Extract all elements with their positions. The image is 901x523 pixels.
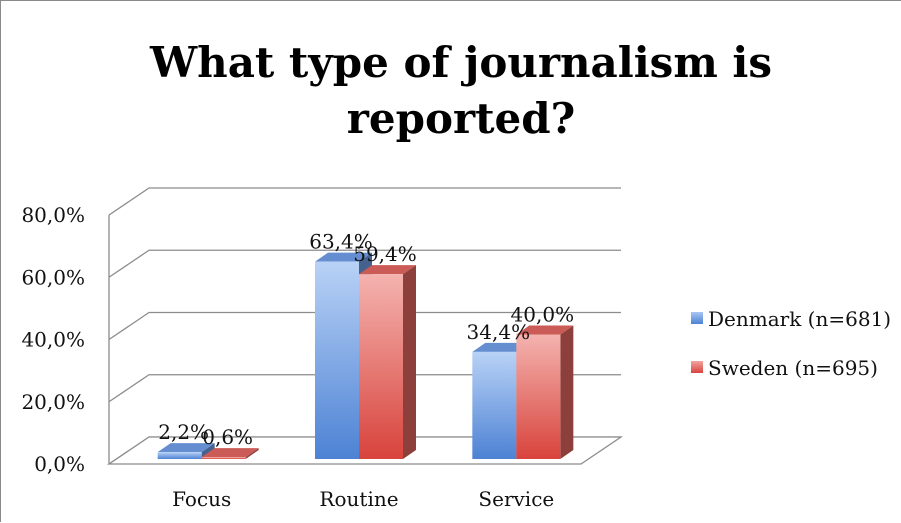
y-tick-label: 0,0% (34, 452, 85, 476)
y-tick-label: 60,0% (21, 265, 85, 289)
legend-swatch (691, 361, 703, 373)
x-tick-label: Service (478, 487, 554, 511)
chart-title-line-2: reported? (346, 94, 576, 143)
bar (359, 265, 416, 459)
data-label: 0,6% (202, 425, 253, 449)
legend-item: Sweden (n=695) (691, 356, 878, 380)
y-tick-label: 20,0% (21, 390, 85, 414)
x-axis: Focus Routine Service (172, 487, 554, 511)
chart-title-line-1: What type of journalism is (149, 38, 772, 87)
x-tick-label: Focus (172, 487, 231, 511)
gridline (108, 311, 621, 341)
legend-label: Sweden (n=695) (708, 356, 878, 380)
legend: Denmark (n=681) Sweden (n=695) (691, 307, 891, 380)
y-axis: 0,0% 20,0% 40,0% 60,0% 80,0% (21, 203, 85, 476)
gridline (108, 249, 621, 278)
data-label: 34,4% (467, 320, 531, 344)
legend-item: Denmark (n=681) (691, 307, 891, 331)
gridline (108, 187, 621, 216)
bar (201, 448, 259, 459)
data-label: 59,4% (353, 242, 417, 266)
legend-swatch (691, 312, 703, 324)
y-tick-label: 80,0% (21, 203, 85, 227)
bar (516, 325, 574, 459)
chart-title: What type of journalism is reported? (41, 35, 881, 147)
legend-label: Denmark (n=681) (708, 307, 891, 331)
data-labels-layer: 2,2%0,6% 63,4%59,4% 34,4%40,0% (158, 230, 574, 449)
bars-layer (157, 252, 574, 459)
data-label: 40,0% (511, 303, 575, 327)
y-tick-label: 40,0% (21, 328, 85, 352)
gridline (108, 374, 621, 403)
x-tick-label: Routine (319, 487, 398, 511)
data-label: 63,4% (309, 230, 373, 254)
data-label: 2,2% (158, 420, 209, 444)
